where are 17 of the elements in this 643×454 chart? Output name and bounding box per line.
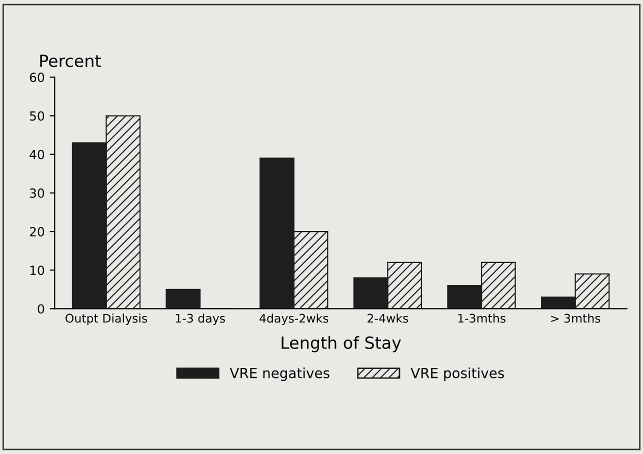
y-tick-label: 60	[30, 72, 44, 82]
x-tick-label: 1-3mths	[458, 314, 506, 323]
y-tick-label: 50	[30, 111, 44, 121]
y-tick-label: 0	[38, 304, 44, 314]
y-tick-label: 30	[30, 188, 44, 198]
x-tick-label: 1-3 days	[176, 314, 225, 326]
x-axis-title: Length of Stay	[282, 336, 401, 352]
x-tick-label: Outpt Dialysis	[66, 314, 148, 326]
y-tick-label: 40	[30, 150, 44, 160]
legend-label: VRE positives	[410, 368, 504, 381]
y-tick-label: 20	[30, 227, 44, 236]
x-tick-label: > 3mths	[551, 314, 600, 323]
x-tick-label: 2-4wks	[368, 314, 408, 323]
legend-label: VRE negatives	[230, 368, 330, 381]
x-tick-label: 4days-2wks	[260, 314, 328, 326]
y-axis-title: Percent	[40, 54, 101, 68]
y-tick-label: 10	[30, 266, 44, 276]
